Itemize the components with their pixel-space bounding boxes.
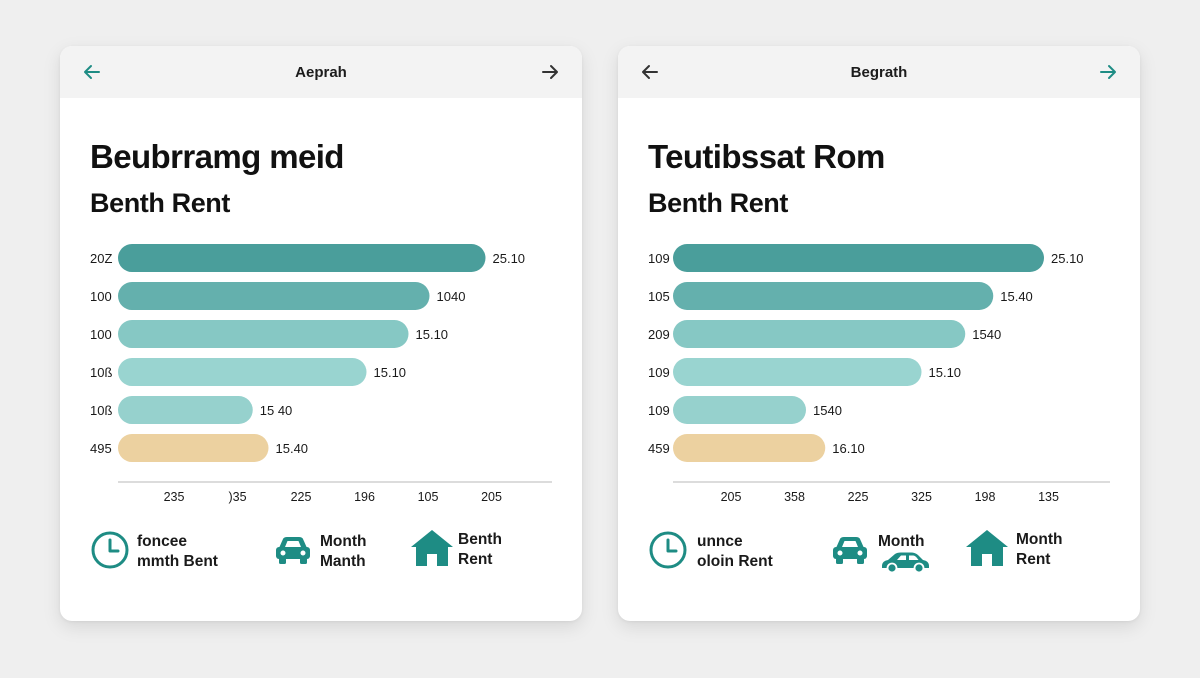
category-label: 100	[90, 327, 112, 342]
legend-label-line1: Month	[878, 533, 925, 550]
x-tick-label: 235	[164, 490, 185, 504]
bar	[673, 282, 994, 310]
bar	[673, 320, 966, 348]
category-label: 459	[648, 441, 670, 456]
house-icon	[966, 530, 1008, 566]
legend-label-line1: Benth	[458, 531, 502, 548]
back-button[interactable]	[79, 59, 105, 85]
bar	[118, 244, 486, 272]
chart-legend: unnce oloin Rent Month	[618, 528, 1140, 588]
bar	[118, 396, 253, 424]
sedan-icon	[882, 552, 929, 574]
legend-label-line2: Rent	[1016, 551, 1051, 568]
category-label: 20Z	[90, 251, 112, 266]
card-header: Aeprah	[60, 46, 582, 98]
chart-card-left: Aeprah Beubrramg meid Benth Rent 20Z 25.1…	[60, 46, 582, 621]
data-label: 15.10	[374, 365, 407, 380]
chart-subtitle: Benth Rent	[648, 188, 788, 218]
arrow-right-icon	[542, 65, 558, 79]
x-tick-label: )35	[228, 490, 246, 504]
category-label: 109	[648, 365, 670, 380]
legend-label-line1: Month	[320, 533, 367, 550]
x-tick-label: 225	[291, 490, 312, 504]
x-tick-label: 196	[354, 490, 375, 504]
arrow-left-icon	[642, 65, 658, 79]
legend-label-line1: unnce	[697, 533, 743, 550]
bar	[118, 434, 269, 462]
car-icon	[833, 537, 867, 564]
data-label: 25.10	[1051, 251, 1084, 266]
bar-chart: 109 25.10 105 15.40 209 1540 109 15.10 109 1540 45…	[648, 244, 1110, 504]
x-tick-label: 225	[848, 490, 869, 504]
data-label: 1040	[437, 289, 466, 304]
bar	[118, 358, 367, 386]
x-tick-label: 205	[481, 490, 502, 504]
card-header: Begrath	[618, 46, 1140, 98]
header-title: Begrath	[850, 64, 908, 81]
forward-button[interactable]	[1095, 59, 1121, 85]
legend-label-line2: oloin Rent	[697, 553, 773, 570]
data-label: 15 40	[260, 403, 293, 418]
arrow-right-icon	[1100, 65, 1116, 79]
category-label: 10ß	[90, 365, 112, 380]
category-label: 495	[90, 441, 112, 456]
bar	[673, 396, 806, 424]
data-label: 1540	[813, 403, 842, 418]
data-label: 16.10	[832, 441, 865, 456]
bar	[118, 282, 430, 310]
bar	[673, 244, 1044, 272]
legend-label-line1: foncee	[137, 533, 187, 550]
data-label: 1540	[972, 327, 1001, 342]
bar	[673, 434, 826, 462]
data-label: 15.40	[276, 441, 309, 456]
category-label: 10ß	[90, 403, 112, 418]
category-label: 105	[648, 289, 670, 304]
bar	[118, 320, 409, 348]
forward-button[interactable]	[537, 59, 563, 85]
chart-card-right: Begrath Teutibssat Rom Benth Rent 109 25.…	[618, 46, 1140, 621]
chart-legend: foncee mmth Bent Month Manth	[60, 528, 582, 588]
x-tick-label: 205	[721, 490, 742, 504]
clock-icon	[91, 531, 129, 569]
category-label: 100	[90, 289, 112, 304]
legend-label-line2: mmth Bent	[137, 553, 218, 570]
chart-subtitle: Benth Rent	[90, 188, 230, 218]
header-title: Aeprah	[295, 64, 347, 81]
data-label: 15.10	[929, 365, 962, 380]
x-tick-label: 358	[784, 490, 805, 504]
category-label: 209	[648, 327, 670, 342]
bar-chart: 20Z 25.10 100 1040 100 15.10 10ß 15.10 10ß 15 40 4…	[90, 244, 552, 504]
back-button[interactable]	[637, 59, 663, 85]
house-icon	[411, 530, 453, 566]
x-tick-label: 135	[1038, 490, 1059, 504]
car-icon	[276, 537, 310, 564]
x-tick-label: 198	[975, 490, 996, 504]
bar	[673, 358, 922, 386]
chart-title: Teutibssat Rom	[648, 138, 885, 175]
data-label: 15.40	[1000, 289, 1033, 304]
arrow-left-icon	[84, 65, 100, 79]
legend-label-line1: Month	[1016, 531, 1063, 548]
legend-label-line2: Rent	[458, 551, 493, 568]
category-label: 109	[648, 403, 670, 418]
x-tick-label: 325	[911, 490, 932, 504]
data-label: 25.10	[493, 251, 526, 266]
chart-title: Beubrramg meid	[90, 138, 344, 175]
clock-icon	[649, 531, 687, 569]
legend-label-line2: Manth	[320, 553, 366, 570]
x-tick-label: 105	[418, 490, 439, 504]
data-label: 15.10	[416, 327, 449, 342]
category-label: 109	[648, 251, 670, 266]
